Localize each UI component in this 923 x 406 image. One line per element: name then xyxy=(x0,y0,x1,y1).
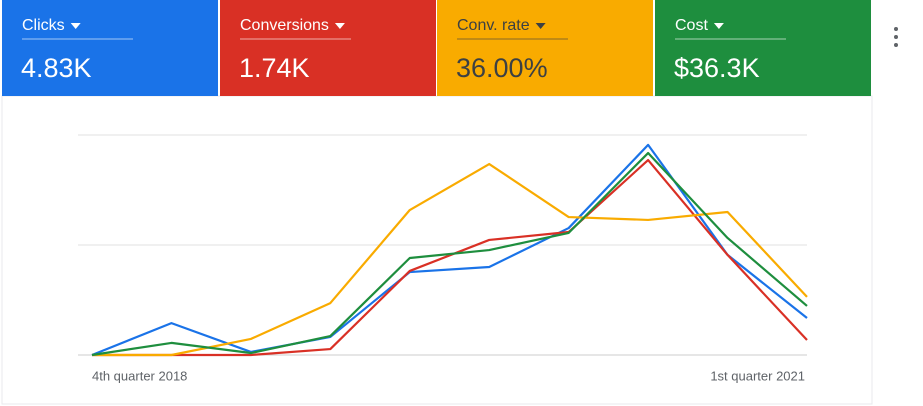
card xyxy=(1,95,873,405)
tile-background xyxy=(655,0,871,96)
tile-background xyxy=(437,0,653,96)
tile-label: Conv. rate xyxy=(457,17,530,34)
tile-background xyxy=(220,0,436,96)
series-line xyxy=(92,158,808,357)
dropdown-arrow xyxy=(70,23,81,29)
tile-value: 1.74K xyxy=(239,53,310,83)
tile-label: Clicks xyxy=(22,17,65,34)
dropdown-arrow xyxy=(713,23,724,29)
metric-tile[interactable]: Clicks 4.83K xyxy=(2,0,218,96)
dropdown-arrow xyxy=(334,23,345,29)
metric-tile[interactable]: Cost $36.3K xyxy=(655,0,871,96)
tile-value: $36.3K xyxy=(674,53,760,83)
menu-dot xyxy=(894,43,898,47)
tile-background xyxy=(2,0,218,96)
tile-label: Cost xyxy=(675,17,708,34)
tile-value: 4.83K xyxy=(21,53,92,83)
menu-dot xyxy=(894,35,898,39)
x-tick-label: 1st quarter 2021 xyxy=(710,368,805,383)
dropdown-arrow xyxy=(535,23,546,29)
tile-label: Conversions xyxy=(240,17,329,34)
series-line xyxy=(91,143,808,357)
tile-value: 36.00% xyxy=(456,53,548,83)
menu-dot xyxy=(894,27,898,31)
x-tick-label: 4th quarter 2018 xyxy=(92,368,187,383)
menu-button[interactable] xyxy=(894,27,898,47)
metric-tile[interactable]: Conv. rate 36.00% xyxy=(437,0,653,96)
series-line xyxy=(91,151,808,357)
metric-tile[interactable]: Conversions 1.74K xyxy=(220,0,436,96)
